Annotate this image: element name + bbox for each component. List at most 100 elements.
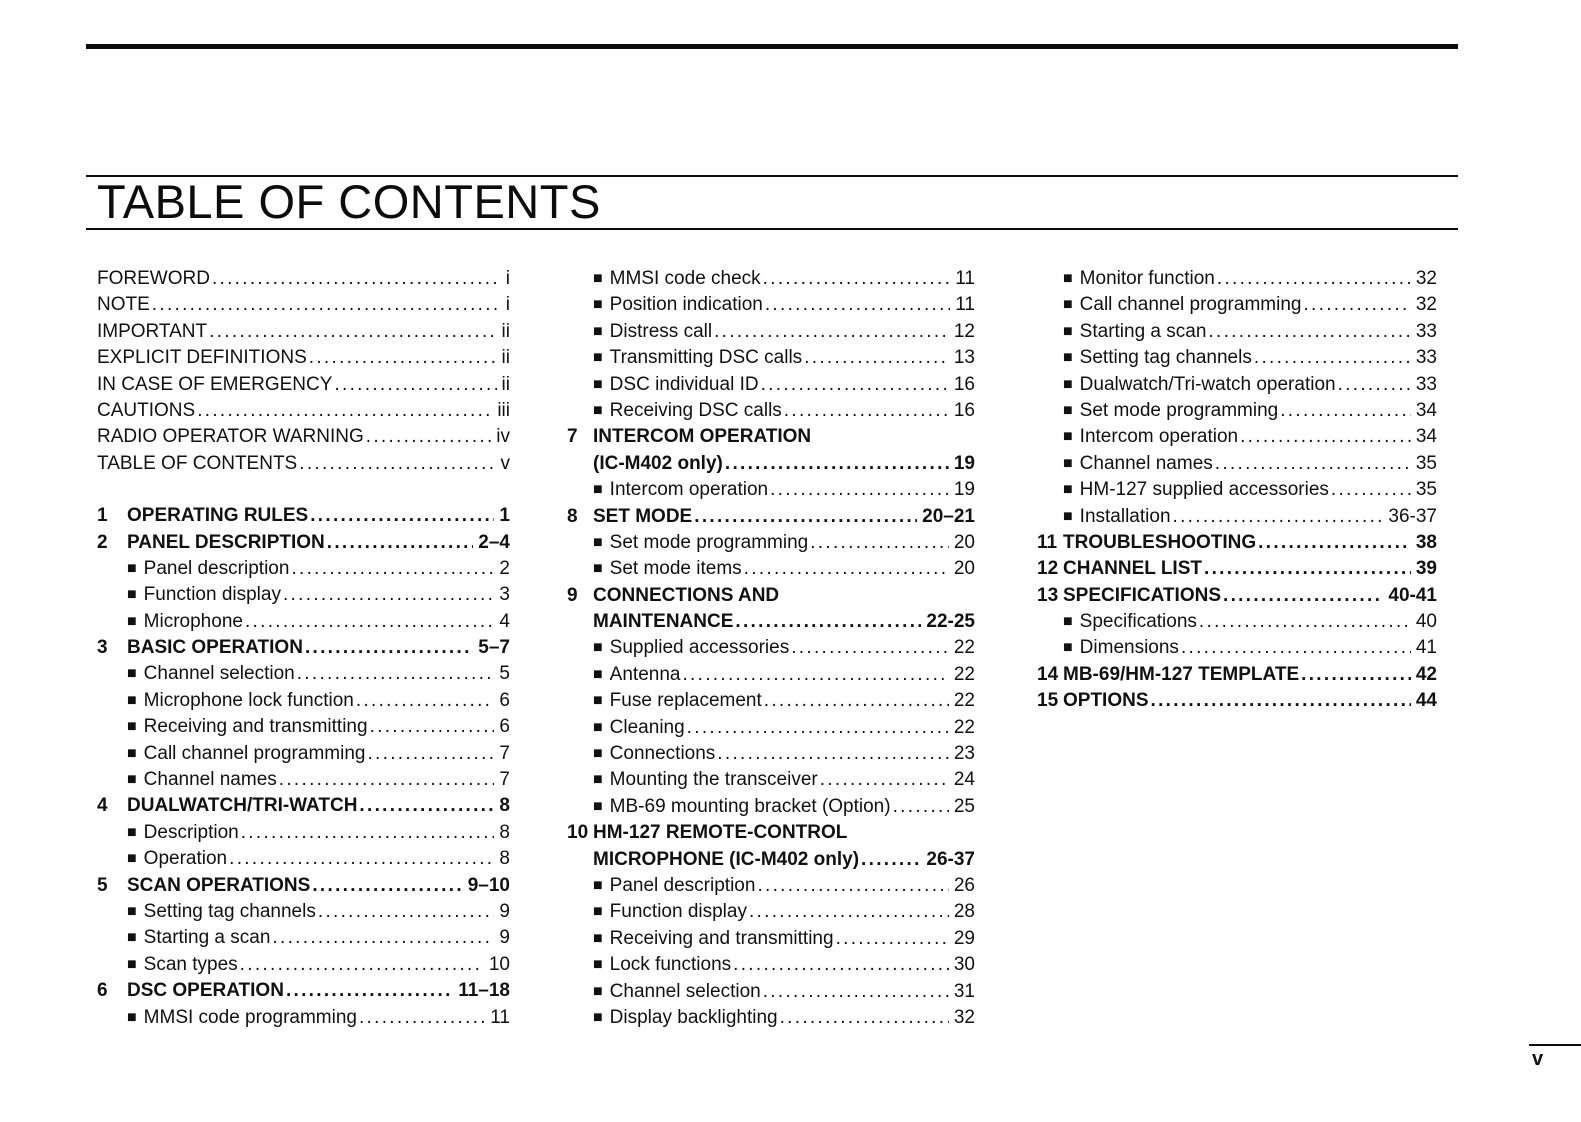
dot-leader <box>277 767 495 793</box>
dot-leader <box>281 582 494 608</box>
page-ref: 31 <box>953 980 975 1002</box>
square-bullet-icon: ■ <box>593 560 603 578</box>
square-bullet-icon: ■ <box>1063 454 1073 472</box>
section-number: 7 <box>567 426 578 448</box>
dot-leader <box>859 847 921 873</box>
entry-label: Channel names <box>143 769 277 791</box>
toc-entry: 2 PANEL DESCRIPTION 2–4 <box>97 530 510 556</box>
page-ref: 33 <box>1415 320 1437 342</box>
square-bullet-icon: ■ <box>127 665 137 683</box>
entry-label: Microphone <box>143 610 243 632</box>
dot-leader <box>1179 635 1411 661</box>
entry-label: IMPORTANT <box>97 320 208 342</box>
page-ref: 34 <box>1415 399 1437 421</box>
toc-entry: ■ Setting tag channels 9 <box>97 899 510 925</box>
toc-entry: ■ Starting a scan 33 <box>1037 319 1437 345</box>
page-ref: v <box>500 452 511 474</box>
entry-label: SET MODE <box>593 505 693 527</box>
entry-label: MB-69 mounting bracket (Option) <box>609 795 891 817</box>
entry-label: MICROPHONE (IC-M402 only) <box>593 848 860 870</box>
entry-label: INTERCOM OPERATION <box>593 426 812 448</box>
page-ref: 5 <box>499 663 510 685</box>
section-number: 3 <box>97 637 108 659</box>
dot-leader <box>195 398 492 424</box>
dot-leader <box>227 846 494 872</box>
toc-entry: 3 BASIC OPERATION 5–7 <box>97 635 510 661</box>
page-ref: 11 <box>955 268 975 289</box>
toc-entry: 1 OPERATING RULES 1 <box>97 503 510 529</box>
dot-leader <box>289 556 494 582</box>
page-ref: ii <box>501 373 510 395</box>
square-bullet-icon: ■ <box>1063 639 1073 657</box>
square-bullet-icon: ■ <box>127 823 137 841</box>
square-bullet-icon: ■ <box>593 876 603 894</box>
dot-leader <box>1252 345 1411 371</box>
page-ref: 7 <box>499 769 510 791</box>
square-bullet-icon: ■ <box>593 401 603 419</box>
page-ref: ii <box>501 347 510 369</box>
dot-leader <box>1299 662 1411 688</box>
toc-entry: 7 INTERCOM OPERATION <box>567 424 975 450</box>
page-ref: 11–18 <box>458 980 510 1002</box>
entry-label: NOTE <box>97 294 150 316</box>
dot-leader <box>297 451 495 477</box>
entry-label: Intercom operation <box>609 479 769 501</box>
page-ref: 9 <box>499 927 510 949</box>
square-bullet-icon: ■ <box>593 322 603 340</box>
page-ref: 30 <box>953 954 975 976</box>
entry-label: Fuse replacement <box>609 690 762 712</box>
toc-entry: ■ Receiving and transmitting 29 <box>567 926 975 952</box>
dot-leader <box>1336 372 1411 398</box>
toc-entry: 6 DSC OPERATION 11–18 <box>97 978 510 1004</box>
dot-leader <box>712 319 949 345</box>
toc-entry: ■ Set mode programming 34 <box>1037 398 1437 424</box>
page-ref: 1 <box>499 505 510 527</box>
dot-leader <box>763 292 950 318</box>
dot-leader <box>354 688 495 714</box>
page-ref: 40-41 <box>1388 584 1437 606</box>
square-bullet-icon: ■ <box>127 771 137 789</box>
toc-entry: ■ Transmitting DSC calls 13 <box>567 345 975 371</box>
toc-entry: 5 SCAN OPERATIONS 9–10 <box>97 873 510 899</box>
square-bullet-icon: ■ <box>127 902 137 920</box>
section-number: 10 <box>567 822 589 844</box>
square-bullet-icon: ■ <box>127 586 137 604</box>
toc-entry: ■ Channel names 7 <box>97 767 510 793</box>
page-ref: 9 <box>499 900 510 922</box>
entry-label: DSC individual ID <box>609 373 759 395</box>
entry-label: FOREWORD <box>97 268 210 289</box>
dot-leader <box>150 292 501 318</box>
toc-entry: ■ Position indication 11 <box>567 292 975 318</box>
entry-label: Antenna <box>609 663 681 685</box>
toc-entry: ■ Distress call 12 <box>567 319 975 345</box>
dot-leader <box>1202 556 1411 582</box>
section-number: 1 <box>97 505 108 527</box>
dot-leader <box>325 530 474 556</box>
toc-entry: ■ Antenna 22 <box>567 662 975 688</box>
page-ref: 32 <box>1415 294 1437 316</box>
dot-leader <box>1213 451 1411 477</box>
square-bullet-icon: ■ <box>593 956 603 974</box>
entry-label: SPECIFICATIONS <box>1063 584 1221 606</box>
toc-entry: ■ Installation 36-37 <box>1037 504 1437 530</box>
entry-label: Channel selection <box>143 663 295 685</box>
page-title: TABLE OF CONTENTS <box>97 175 601 228</box>
square-bullet-icon: ■ <box>593 296 603 314</box>
toc-entry: ■ Display backlighting 32 <box>567 1005 975 1031</box>
page-ref: 12 <box>953 320 975 342</box>
toc-entry: ■ Dimensions 41 <box>1037 635 1437 661</box>
entry-label: CONNECTIONS AND <box>593 584 780 606</box>
toc-entry: ■ Cleaning 22 <box>567 715 975 741</box>
square-bullet-icon: ■ <box>593 745 603 763</box>
toc-entry: ■ MB-69 mounting bracket (Option) 25 <box>567 794 975 820</box>
entry-label: TROUBLESHOOTING <box>1063 531 1257 553</box>
dot-leader <box>303 635 473 661</box>
toc-column-2: ■ MMSI code check 11 ■ Position indication 11… <box>567 266 975 1031</box>
square-bullet-icon: ■ <box>593 797 603 815</box>
dot-leader <box>243 609 494 635</box>
dot-leader <box>1301 292 1410 318</box>
dot-leader <box>270 925 494 951</box>
entry-label: Distress call <box>609 320 713 342</box>
